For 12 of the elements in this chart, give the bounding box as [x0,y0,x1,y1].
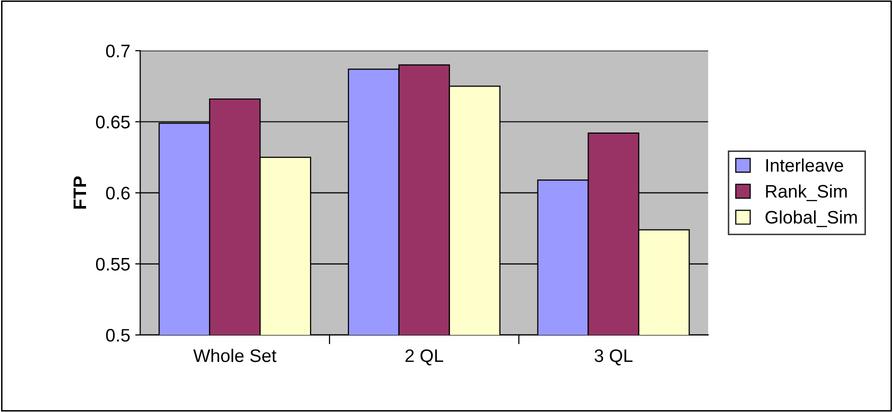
x-tick-label: 3 QL [594,349,632,366]
legend-label: Rank_Sim [766,184,847,202]
y-tick-label: 0.65 [96,116,130,128]
y-tick-label: 0.6 [106,186,130,200]
y-tick-label: 0.55 [96,258,130,271]
y-tick-label: 0.7 [106,44,130,58]
y-tick-label: 0.5 [106,328,130,342]
legend-label: Interleave [766,158,844,172]
x-tick-label: 2 QL [406,349,444,366]
legend-label: Global_Sim [766,210,857,228]
y-axis-title: FTP [74,176,86,209]
x-tick-label: Whole Set [193,348,276,362]
